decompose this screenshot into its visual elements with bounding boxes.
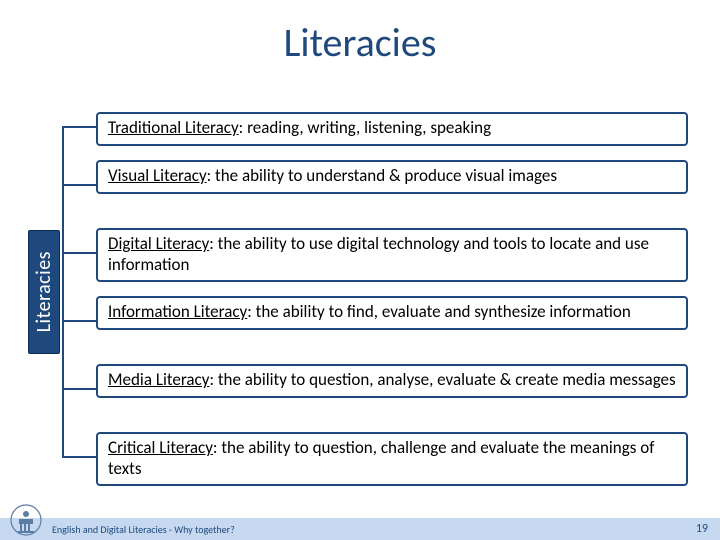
slide: Literacies Literacies Traditional Litera… [0,0,720,540]
literacy-desc: : the ability to question, analyse, eval… [209,369,675,390]
slide-title: Literacies [0,18,720,67]
footer-logo-icon [8,502,44,538]
literacy-term: Media Literacy [108,369,209,390]
bracket-connector [62,126,96,128]
literacy-item: Traditional Literacy: reading, writing, … [96,112,688,146]
literacy-item: Digital Literacy: the ability to use dig… [96,228,688,282]
literacy-desc: : reading, writing, listening, speaking [239,117,491,138]
page-number: 19 [696,522,708,536]
bracket-connector [62,320,96,322]
bracket-spine [62,126,64,458]
literacy-desc: : the ability to find, evaluate and synt… [247,301,631,322]
bracket-connector [62,184,96,186]
literacy-item: Visual Literacy: the ability to understa… [96,160,688,194]
literacy-item: Information Literacy: the ability to fin… [96,296,688,330]
bracket-connector [62,252,96,254]
bracket-connector [62,388,96,390]
literacy-term: Digital Literacy [108,233,209,254]
literacy-term: Visual Literacy [108,165,207,186]
category-vertical-box: Literacies [28,230,60,354]
literacy-item: Critical Literacy: the ability to questi… [96,432,688,486]
category-label: Literacies [32,251,56,332]
literacy-term: Information Literacy [108,301,247,322]
bracket-connector [62,456,96,458]
literacy-item: Media Literacy: the ability to question,… [96,364,688,398]
literacy-term: Traditional Literacy [108,117,239,138]
footer-bar: English and Digital Literacies - Why tog… [0,518,720,540]
literacy-term: Critical Literacy [108,437,213,458]
literacy-desc: : the ability to understand & produce vi… [207,165,557,186]
footer-text: English and Digital Literacies - Why tog… [52,523,235,536]
